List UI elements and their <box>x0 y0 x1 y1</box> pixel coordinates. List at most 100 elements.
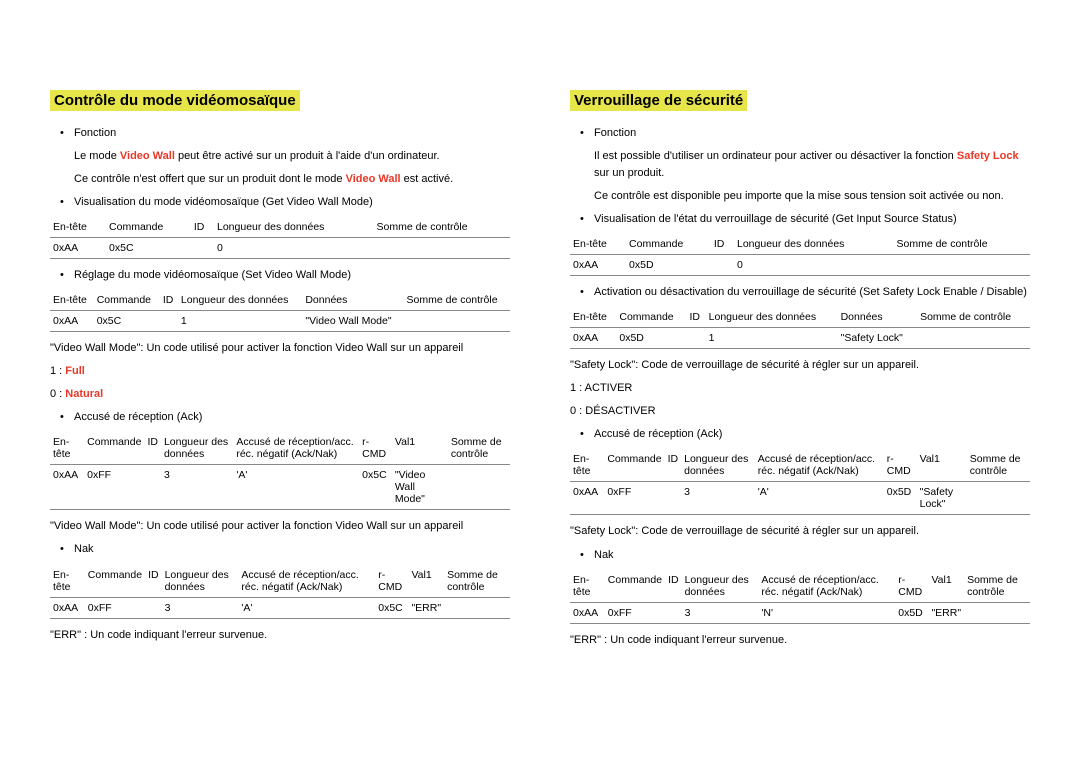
td: 0 <box>734 255 894 276</box>
func-line: Il est possible d'utiliser un ordinateur… <box>570 148 1030 182</box>
th: r-CMD <box>359 432 392 465</box>
th: Longueur des données <box>734 234 894 255</box>
option-line: 1 : ACTIVER <box>570 380 1030 397</box>
th: Commande <box>84 432 144 465</box>
th: Longueur des données <box>161 432 233 465</box>
text: Il est possible d'utiliser un ordinateur… <box>594 150 957 162</box>
td: 'A' <box>755 482 884 515</box>
th: Longueur des données <box>214 217 374 238</box>
table-row: 0xAA 0xFF 3 'A' 0x5C "Video Wall Mode" <box>50 465 510 510</box>
text: 0 : <box>50 388 65 400</box>
th: Somme de contrôle <box>444 565 510 598</box>
td: 3 <box>162 597 239 618</box>
td: 0xAA <box>50 597 85 618</box>
td: "Safety Lock" <box>917 482 967 515</box>
td <box>444 597 510 618</box>
td <box>665 602 682 623</box>
th: ID <box>665 449 682 482</box>
th: Somme de contrôle <box>964 570 1030 603</box>
th: En-tête <box>570 234 626 255</box>
note: "Safety Lock": Code de verrouillage de s… <box>570 523 1030 540</box>
th: Accusé de réception/acc. réc. négatif (A… <box>238 565 375 598</box>
text: peut être activé sur un produit à l'aide… <box>175 150 440 162</box>
table-set: En-tête Commande ID Longueur des données… <box>570 307 1030 349</box>
td: 3 <box>161 465 233 510</box>
left-column: Contrôle du mode vidéomosaïque Fonction … <box>50 90 510 743</box>
td <box>144 465 161 510</box>
td: 0xAA <box>50 465 84 510</box>
table-nak: En-tête Commande ID Longueur des données… <box>570 570 1030 624</box>
th: Commande <box>605 570 665 603</box>
th: En-tête <box>570 570 605 603</box>
red-text: Full <box>65 365 85 377</box>
th: Commande <box>616 307 686 328</box>
th: En-tête <box>50 432 84 465</box>
th: Données <box>838 307 917 328</box>
th: r-CMD <box>884 449 917 482</box>
td: 0x5D <box>626 255 711 276</box>
function-label-left: Fonction <box>50 125 510 142</box>
th: Val1 <box>392 432 448 465</box>
td <box>404 311 510 332</box>
text: est activé. <box>401 173 454 185</box>
red-text: Video Wall <box>120 150 175 162</box>
td <box>917 328 1030 349</box>
table-row: En-tête Commande ID Longueur des données… <box>570 570 1030 603</box>
section-title-left: Contrôle du mode vidéomosaïque <box>50 90 300 111</box>
section-title-right: Verrouillage de sécurité <box>570 90 747 111</box>
td: 0xAA <box>570 255 626 276</box>
th: Commande <box>94 290 160 311</box>
td: 0xAA <box>570 602 605 623</box>
func-line: Ce contrôle n'est offert que sur un prod… <box>50 171 510 188</box>
td: 'A' <box>238 597 375 618</box>
th: Commande <box>106 217 191 238</box>
td: 0xFF <box>85 597 145 618</box>
td: 0xFF <box>605 602 665 623</box>
td: 0x5C <box>106 238 191 259</box>
err-note: "ERR" : Un code indiquant l'erreur surve… <box>50 627 510 644</box>
table-row: 0xAA 0x5C 1 "Video Wall Mode" <box>50 311 510 332</box>
table-row: En-tête Commande ID Longueur des données… <box>570 307 1030 328</box>
set-label: Réglage du mode vidéomosaïque (Set Video… <box>50 267 510 284</box>
table-row: 0xAA 0x5C 0 <box>50 238 510 259</box>
th: ID <box>686 307 705 328</box>
red-text: Natural <box>65 388 103 400</box>
th: ID <box>665 570 682 603</box>
th: Accusé de réception/acc. réc. négatif (A… <box>758 570 895 603</box>
vis-label: Visualisation du mode vidéomosaïque (Get… <box>50 194 510 211</box>
td <box>711 255 734 276</box>
th: Somme de contrôle <box>917 307 1030 328</box>
th: Somme de contrôle <box>967 449 1030 482</box>
table-row: En-tête Commande ID Longueur des données… <box>50 217 510 238</box>
td: 1 <box>706 328 838 349</box>
table-row: 0xAA 0x5D 1 "Safety Lock" <box>570 328 1030 349</box>
ack-label: Accusé de réception (Ack) <box>50 409 510 426</box>
table-nak: En-tête Commande ID Longueur des données… <box>50 565 510 619</box>
table-row: En-tête Commande ID Longueur des données… <box>50 290 510 311</box>
td: 0 <box>214 238 374 259</box>
td: 3 <box>681 482 755 515</box>
td: 0xAA <box>570 328 616 349</box>
td: 'A' <box>233 465 359 510</box>
note: "Video Wall Mode": Un code utilisé pour … <box>50 340 510 357</box>
td: 0xAA <box>50 311 94 332</box>
td <box>967 482 1030 515</box>
td <box>191 238 214 259</box>
td: 0x5D <box>616 328 686 349</box>
note: "Safety Lock": Code de verrouillage de s… <box>570 357 1030 374</box>
table-get: En-tête Commande ID Longueur des données… <box>570 234 1030 276</box>
td: 0x5C <box>375 597 408 618</box>
right-column: Verrouillage de sécurité Fonction Il est… <box>570 90 1030 743</box>
th: Longueur des données <box>681 449 755 482</box>
td <box>894 255 1031 276</box>
red-text: Safety Lock <box>957 150 1019 162</box>
ack-label: Accusé de réception (Ack) <box>570 426 1030 443</box>
table-row: En-tête Commande ID Longueur des données… <box>50 565 510 598</box>
function-label-right: Fonction <box>570 125 1030 142</box>
th: En-tête <box>570 307 616 328</box>
th: Données <box>302 290 403 311</box>
red-text: Video Wall <box>346 173 401 185</box>
nak-label: Nak <box>50 541 510 558</box>
td: 1 <box>178 311 302 332</box>
th: ID <box>144 432 161 465</box>
